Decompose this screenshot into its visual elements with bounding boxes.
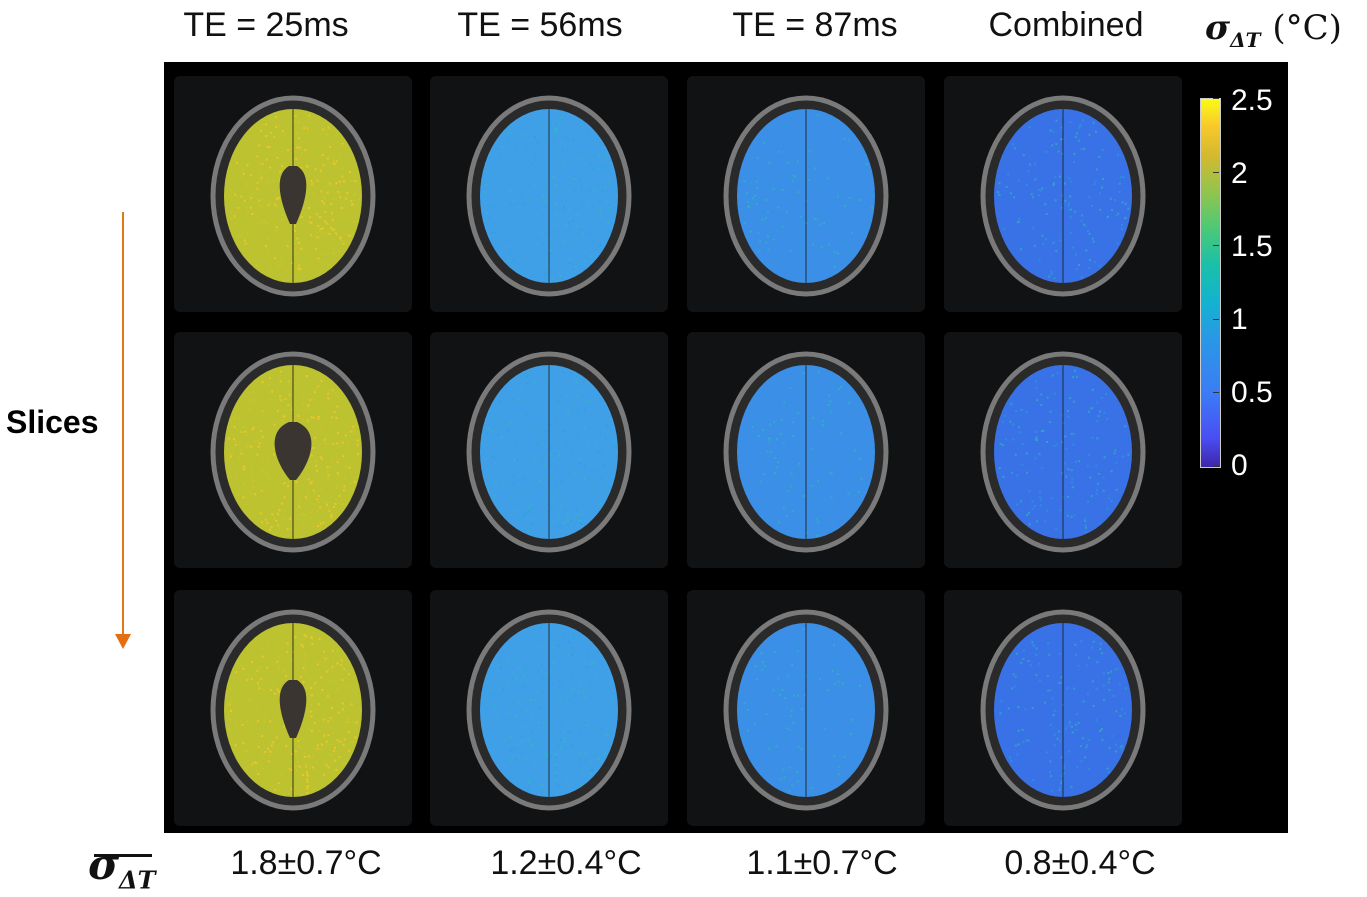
- colorbar-tick-0-5: 0.5: [1231, 376, 1273, 409]
- colorbar-tick-2-5: 2.5: [1231, 84, 1273, 117]
- colorbar-title-unit: (°C): [1272, 8, 1342, 48]
- colorbar-tick-2: 2: [1231, 157, 1248, 190]
- column-header-te25: TE = 25ms: [183, 6, 349, 44]
- brain-map-slice-2-col-3: [687, 332, 925, 568]
- ventricles: [279, 166, 307, 224]
- colorbar: [1200, 98, 1221, 468]
- brain-map-slice-1-col-1: [174, 76, 412, 312]
- speckle-texture: [487, 370, 616, 533]
- slices-arrow-head-icon: [115, 634, 131, 649]
- colorbar-title-symbol: σ: [1205, 8, 1231, 48]
- speckle-texture: [489, 627, 614, 795]
- stat-te87: 1.1±0.7°C: [746, 844, 898, 882]
- speckle-texture: [230, 114, 361, 271]
- brain-map-svg: [723, 351, 889, 553]
- brain-map-svg: [980, 351, 1146, 553]
- column-header-te87: TE = 87ms: [732, 6, 898, 44]
- mean-sigma-subscript: ΔT: [118, 865, 156, 895]
- speckle-texture: [743, 114, 873, 270]
- brain-map-svg: [210, 609, 376, 811]
- colorbar-tick-1-5: 1.5: [1231, 230, 1273, 263]
- image-grid-panel: [164, 62, 1288, 833]
- brain-map-slice-3-col-1: [174, 590, 412, 826]
- colorbar-title: σΔT (°C): [1205, 8, 1342, 52]
- column-header-combined: Combined: [988, 6, 1144, 44]
- overline-bar: [94, 854, 152, 857]
- brain-map-svg: [980, 95, 1146, 297]
- stat-te25: 1.8±0.7°C: [230, 844, 382, 882]
- stat-te56: 1.2±0.4°C: [490, 844, 642, 882]
- speckle-texture: [998, 369, 1130, 533]
- colorbar-tick-0: 0: [1231, 449, 1248, 482]
- stat-combined: 0.8±0.4°C: [1004, 844, 1156, 882]
- brain-map-slice-2-col-1: [174, 332, 412, 568]
- brain-map-slice-3-col-4: [944, 590, 1182, 826]
- column-header-te56: TE = 56ms: [457, 6, 623, 44]
- brain-map-slice-1-col-4: [944, 76, 1182, 312]
- brain-map-slice-2-col-2: [430, 332, 668, 568]
- brain-map-svg: [210, 351, 376, 553]
- brain-map-slice-2-col-4: [944, 332, 1182, 568]
- colorbar-tick-1: 1: [1231, 303, 1248, 336]
- speckle-texture: [743, 628, 874, 796]
- slices-label: Slices: [6, 404, 99, 440]
- mean-sigma-label: σΔT: [88, 840, 155, 894]
- brain-map-svg: [210, 95, 376, 297]
- speckle-texture: [999, 640, 1127, 793]
- speckle-texture: [748, 370, 872, 537]
- brain-map-svg: [466, 609, 632, 811]
- brain-map-slice-3-col-2: [430, 590, 668, 826]
- brain-map-svg: [723, 609, 889, 811]
- ventricles: [274, 422, 312, 480]
- brain-map-slice-1-col-3: [687, 76, 925, 312]
- brain-map-svg: [466, 95, 632, 297]
- slices-arrow-line: [122, 212, 124, 636]
- ventricles: [279, 680, 307, 738]
- brain-map-svg: [980, 609, 1146, 811]
- mean-sigma-symbol: σ: [88, 840, 119, 889]
- brain-map-svg: [466, 351, 632, 553]
- brain-map-slice-3-col-3: [687, 590, 925, 826]
- colorbar-title-subscript: ΔT: [1230, 27, 1261, 52]
- brain-map-slice-1-col-2: [430, 76, 668, 312]
- brain-map-svg: [723, 95, 889, 297]
